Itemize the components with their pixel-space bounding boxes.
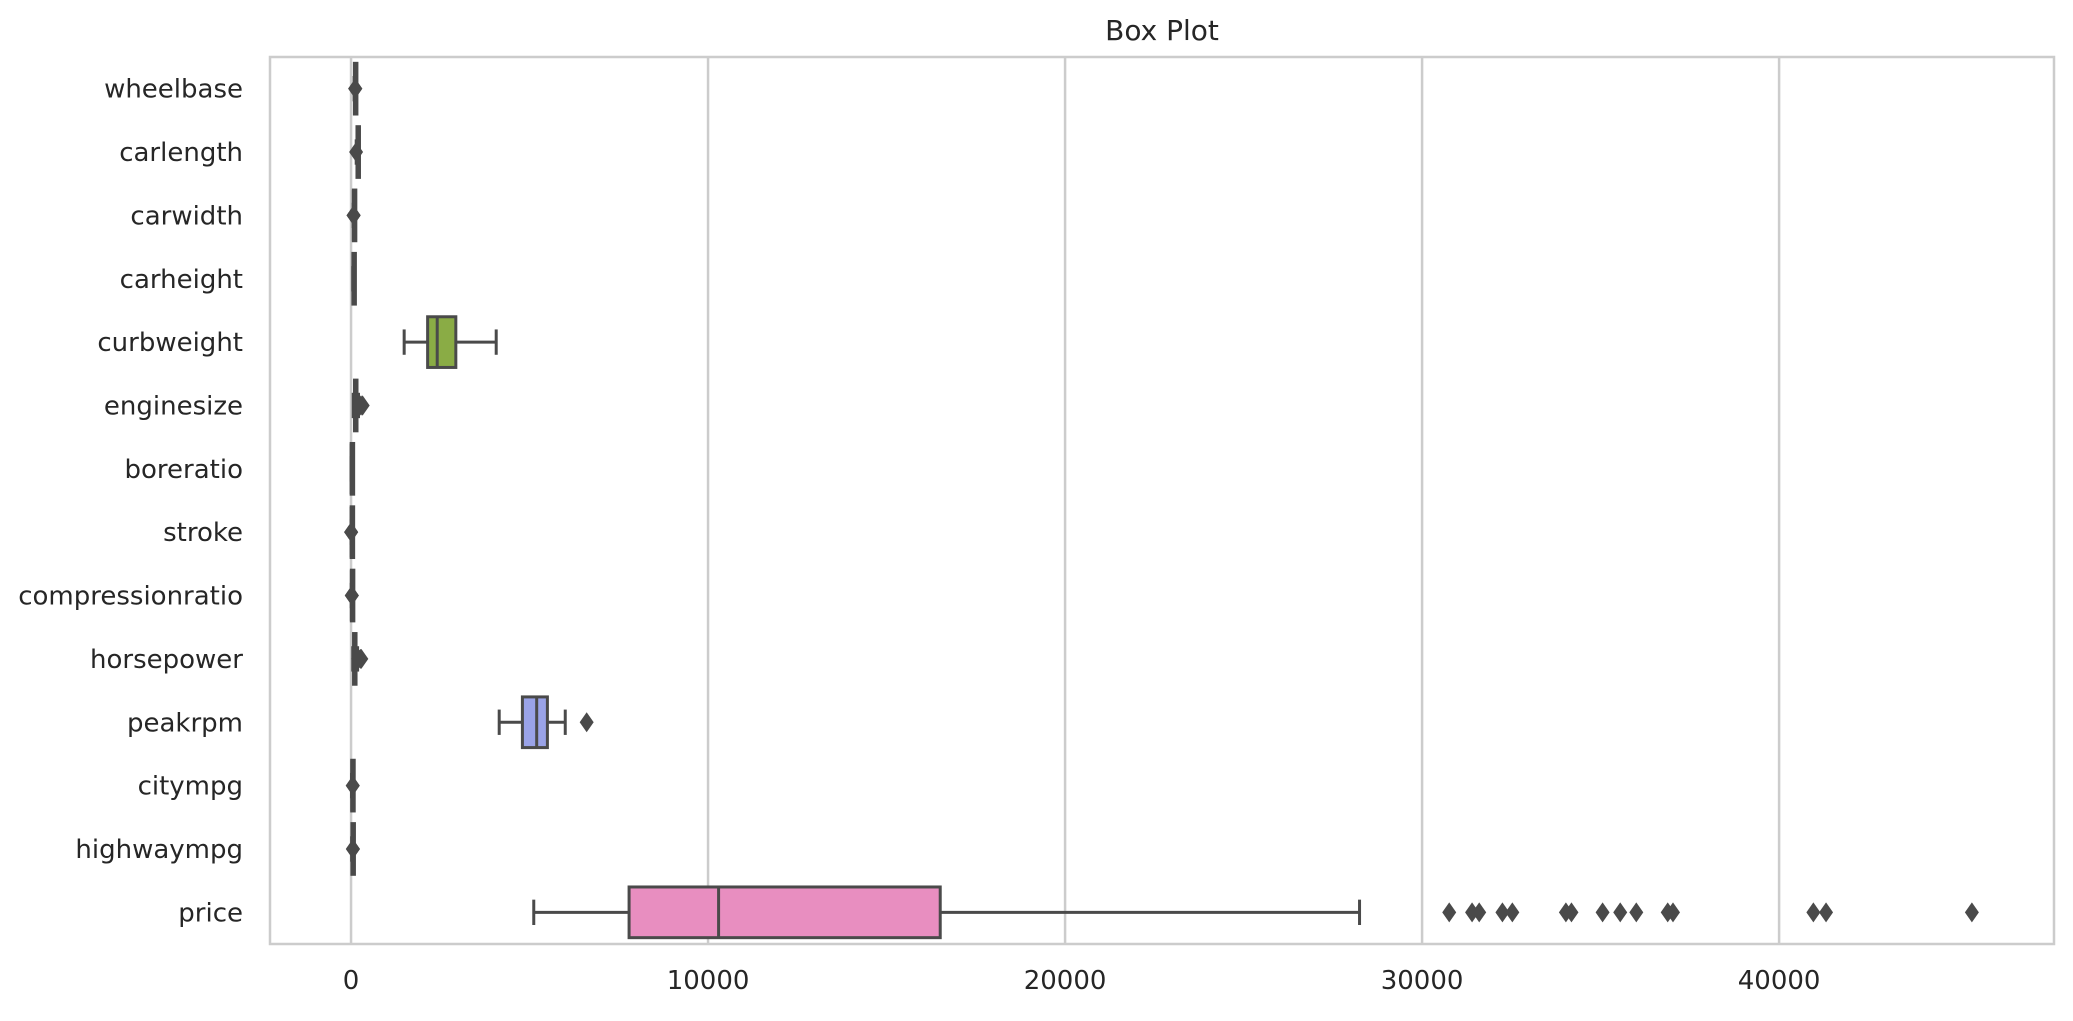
- box-peakrpm: [497, 695, 594, 750]
- y-category-label: price: [178, 898, 243, 928]
- box-carheight: [351, 251, 357, 306]
- outlier-point: [1564, 902, 1579, 923]
- y-axis-categories: wheelbase carlength carwidth carheight curbw…: [18, 75, 243, 929]
- box-enginesize: [351, 378, 370, 433]
- outlier-point: [346, 205, 361, 226]
- y-category-label: carwidth: [130, 201, 243, 231]
- outlier-point: [345, 838, 360, 859]
- outlier-point: [1665, 902, 1680, 923]
- y-category-label: enginesize: [104, 391, 243, 421]
- y-category-label: stroke: [163, 518, 243, 548]
- outlier-point: [579, 712, 594, 733]
- y-category-label: peakrpm: [127, 708, 243, 738]
- outlier-point: [1819, 902, 1834, 923]
- y-category-label: compressionratio: [18, 582, 243, 612]
- plot-frame: [268, 55, 2056, 946]
- box-citympg: [345, 758, 360, 813]
- outlier-point: [1595, 902, 1610, 923]
- box-iqr: [627, 885, 942, 940]
- chart-title: Box Plot: [1105, 14, 1219, 47]
- outlier-point: [1505, 902, 1520, 923]
- x-tick-label: 20000: [1024, 966, 1107, 996]
- box-iqr: [520, 695, 549, 750]
- outlier-point: [354, 648, 369, 669]
- outlier-point: [344, 585, 359, 606]
- x-tick-label: 0: [343, 966, 360, 996]
- outlier-point: [1472, 902, 1487, 923]
- y-category-label: carlength: [119, 138, 243, 168]
- outlier-point: [1465, 902, 1480, 923]
- box-compressionratio: [344, 568, 359, 623]
- box-curbweight: [402, 315, 498, 369]
- outlier-point: [1964, 902, 1979, 923]
- outlier-point: [1806, 902, 1821, 923]
- outlier-point: [1629, 902, 1644, 923]
- outlier-point: [344, 522, 359, 543]
- y-category-label: boreratio: [125, 455, 243, 485]
- x-axis-ticks: 0 10000 20000 30000 40000: [343, 966, 1821, 996]
- outlier-point: [1495, 902, 1510, 923]
- box-carlength: [349, 125, 364, 179]
- box-boreratio: [349, 441, 356, 496]
- boxes: [344, 61, 1979, 940]
- outlier-point: [1613, 902, 1628, 923]
- box-wheelbase: [348, 61, 363, 116]
- x-tick-label: 40000: [1738, 966, 1821, 996]
- outlier-point: [355, 395, 370, 416]
- outlier-point: [349, 142, 364, 163]
- outlier-point: [348, 78, 363, 99]
- box-highwaympg: [345, 822, 360, 876]
- y-category-label: highwaympg: [75, 835, 243, 865]
- y-category-label: curbweight: [97, 328, 243, 358]
- outlier-point: [1442, 902, 1457, 923]
- box-price: [532, 885, 1979, 940]
- box-carwidth: [346, 188, 361, 243]
- gridlines: [349, 57, 1781, 944]
- outlier-point: [345, 775, 360, 796]
- y-category-label: horsepower: [90, 645, 243, 675]
- y-category-label: wheelbase: [104, 75, 243, 105]
- x-tick-label: 30000: [1381, 966, 1464, 996]
- box-stroke: [344, 505, 359, 560]
- y-category-label: carheight: [120, 265, 243, 295]
- box-horsepower: [351, 632, 369, 686]
- y-category-label: citympg: [138, 772, 243, 802]
- box-iqr: [426, 315, 458, 369]
- x-tick-label: 10000: [667, 966, 750, 996]
